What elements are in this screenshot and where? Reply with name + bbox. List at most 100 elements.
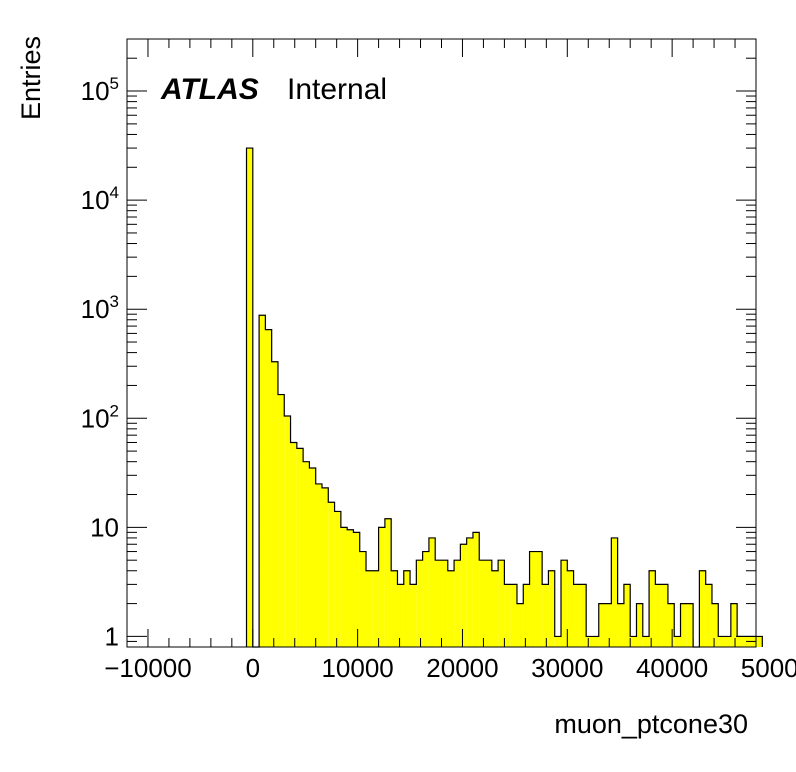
histogram-bin (359, 551, 367, 647)
histogram-bin (523, 584, 530, 647)
histogram-bin (347, 529, 354, 647)
histogram-bin (542, 584, 549, 647)
histogram-bin (699, 570, 706, 647)
x-tick-label: 40000 (636, 653, 708, 683)
histogram-bin (353, 532, 360, 647)
x-tick-label: −10000 (104, 653, 191, 683)
histogram-bin (372, 570, 379, 647)
x-tick-label: 30000 (531, 653, 603, 683)
histogram-bin (611, 537, 618, 647)
y-tick-label: 102 (81, 401, 119, 433)
atlas-label: ATLAS (160, 73, 259, 106)
histogram-bin (535, 551, 543, 647)
y-axis-title: Entries (16, 36, 46, 120)
histogram-bin (737, 636, 744, 647)
histogram-bin (649, 570, 656, 647)
histogram-bin (548, 570, 555, 647)
histogram-bin (378, 527, 385, 647)
y-tick-label: 1 (105, 621, 119, 651)
histogram-bin (422, 551, 429, 647)
histogram-bin (284, 415, 291, 647)
histogram-bin (397, 584, 404, 647)
histogram-bin (460, 544, 467, 647)
histogram-bin (655, 584, 662, 647)
histogram-bin (636, 603, 643, 647)
x-tick-label: 10000 (321, 653, 393, 683)
histogram-bin (454, 560, 461, 647)
histogram-bin (718, 636, 725, 647)
histogram-bin (259, 315, 266, 647)
plot-frame (126, 38, 757, 648)
histogram-bin (485, 560, 492, 647)
histogram-bin (271, 361, 278, 647)
histogram-bin (447, 570, 455, 647)
y-tick-label: 104 (81, 183, 119, 215)
histogram-bin (573, 584, 580, 647)
histogram-bin (579, 584, 587, 647)
histogram-bin (290, 442, 297, 647)
histogram-bin (334, 511, 341, 647)
histogram-bin (667, 603, 675, 647)
x-tick-label: 20000 (426, 653, 498, 683)
histogram-bin (598, 603, 606, 647)
histogram-bin (309, 468, 316, 647)
histogram-bin (724, 636, 731, 647)
histogram-bin (246, 148, 253, 647)
histogram-bin (498, 560, 505, 647)
histogram-bin (567, 570, 574, 647)
x-tick-label: 50000 (741, 653, 796, 683)
histogram-bin (504, 584, 511, 647)
histogram-bin (410, 584, 417, 647)
x-tick-labels: −10000 0 10000 20000 30000 40000 50000 (104, 653, 796, 683)
histogram-bin (592, 636, 599, 647)
histogram-bin (623, 584, 631, 647)
histogram-bin (428, 537, 436, 647)
histogram-bin (340, 527, 348, 647)
histogram-bin (516, 603, 524, 647)
histogram-bin (328, 502, 335, 647)
axis-ticks (126, 38, 757, 648)
histogram-bin (680, 603, 687, 647)
histogram-bin (642, 636, 650, 647)
histogram-bin (265, 329, 272, 647)
y-tick-labels: 1 10 102 103 104 105 (81, 74, 119, 651)
histogram-bin (366, 570, 373, 647)
histogram-bin (529, 551, 536, 647)
x-axis-title: muon_ptcone30 (554, 709, 748, 739)
y-tick-label: 10 (90, 512, 119, 542)
histogram-bin (561, 560, 568, 647)
histogram-bin (554, 636, 562, 647)
y-tick-label: 105 (81, 74, 119, 106)
histogram-bin (303, 461, 310, 647)
histogram-bin (466, 537, 473, 647)
histogram-bin (674, 636, 681, 647)
histogram-bin (416, 560, 423, 647)
histogram-bin (403, 570, 411, 647)
histogram-bin (472, 532, 480, 647)
histogram-bin (296, 448, 304, 647)
histogram-bin (661, 584, 668, 647)
internal-label: Internal (287, 73, 387, 106)
histogram-outline (245, 147, 763, 648)
y-tick-label: 103 (81, 292, 119, 324)
histogram-bin (756, 636, 763, 647)
histogram-bin (321, 487, 329, 647)
histogram-bin (630, 636, 637, 647)
histogram-bin (435, 560, 442, 647)
histogram-bin (384, 518, 392, 647)
histogram-bin (730, 603, 738, 647)
histogram-bin (686, 603, 694, 647)
histogram-bin (605, 603, 612, 647)
histogram-bin (441, 560, 448, 647)
histogram-bin (705, 584, 712, 647)
histogram-bin (315, 483, 322, 647)
histogram-bin (510, 584, 517, 647)
histogram-bin (479, 560, 486, 647)
histogram-bin (711, 603, 719, 647)
histogram-bars (245, 147, 763, 648)
histogram-bin (586, 636, 593, 647)
histogram-bin (491, 570, 499, 647)
histogram-bin (617, 603, 624, 647)
histogram-bin (277, 394, 285, 647)
